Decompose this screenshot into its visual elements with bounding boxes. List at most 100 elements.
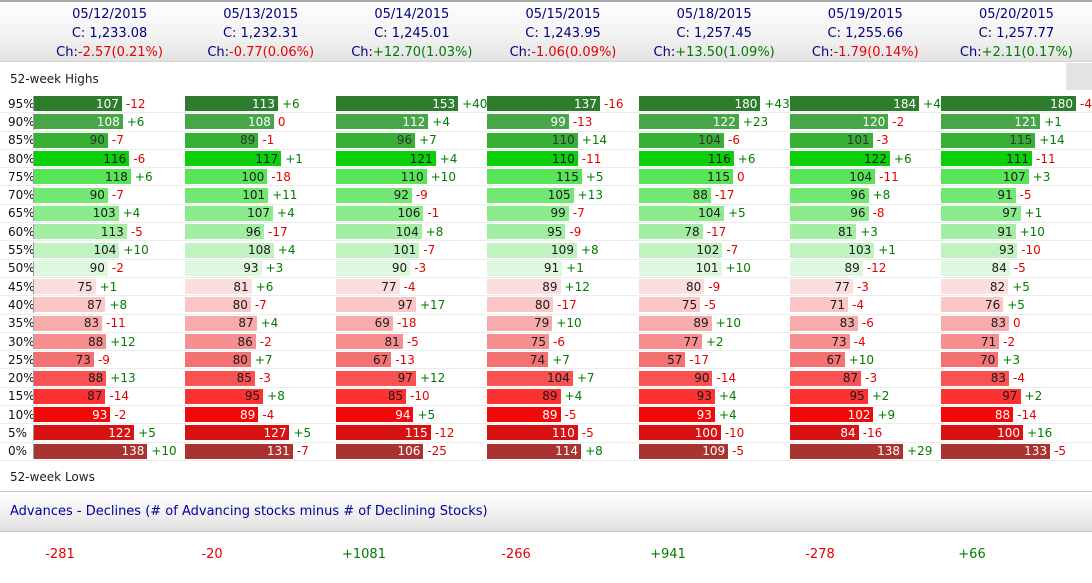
value-bar: 93 bbox=[185, 260, 262, 276]
value-bar: 90 bbox=[34, 187, 108, 203]
bar-value: 101 bbox=[242, 188, 266, 203]
table-cell: 102 -7 bbox=[638, 241, 790, 258]
bar-value: 93 bbox=[696, 407, 712, 422]
change-value: -2 bbox=[1003, 334, 1016, 349]
table-cell: 82 +5 bbox=[940, 278, 1092, 295]
change-value: -14 bbox=[1017, 407, 1037, 422]
change-value: +2 bbox=[871, 389, 890, 404]
value-bar: 87 bbox=[34, 297, 106, 313]
bar-value: 76 bbox=[984, 297, 1001, 312]
bar-value: 103 bbox=[92, 206, 116, 221]
bar-value: 97 bbox=[1002, 389, 1018, 404]
value-bar: 104 bbox=[336, 224, 422, 240]
change-value: -12 bbox=[434, 425, 455, 440]
value-bar: 96 bbox=[789, 205, 869, 221]
change-value: +2 bbox=[1024, 389, 1043, 404]
change-value: +13 bbox=[110, 371, 136, 386]
header-label-spacer bbox=[0, 5, 34, 62]
bar-value: 110 bbox=[551, 133, 575, 148]
value-bar: 101 bbox=[638, 260, 722, 276]
value-bar: 100 bbox=[638, 425, 721, 441]
value-bar: 101 bbox=[789, 132, 873, 148]
change-value: -18 bbox=[271, 169, 291, 184]
row-percent-label: 95% bbox=[0, 95, 35, 112]
table-cell: 131 -7 bbox=[185, 443, 336, 460]
change-value: +43 bbox=[764, 96, 790, 111]
bar-value: 110 bbox=[551, 425, 575, 440]
advances-band: Advances - Declines (# of Advancing stoc… bbox=[0, 490, 1092, 532]
header-column: 05/20/2015 C: 1,257.77 Ch:+2.11(0.17%) bbox=[941, 5, 1092, 62]
table-cell: 91 +10 bbox=[940, 223, 1092, 240]
table-cell: 153 +40 bbox=[336, 95, 487, 112]
bar-value: 138 bbox=[121, 444, 145, 459]
bar-value: 87 bbox=[87, 297, 103, 312]
table-cell: 104 +7 bbox=[487, 369, 638, 386]
change-value: +7 bbox=[419, 133, 437, 148]
bar-value: 114 bbox=[555, 444, 579, 459]
change-label: Ch:-1.06(0.09%) bbox=[487, 43, 638, 62]
bar-value: 75 bbox=[681, 297, 698, 312]
value-bar: 90 bbox=[336, 260, 411, 276]
table-cell: 87 -3 bbox=[789, 369, 941, 386]
bar-value: 89 bbox=[693, 316, 709, 331]
close-label: C: 1,257.77 bbox=[978, 26, 1055, 41]
value-bar: 106 bbox=[336, 443, 424, 459]
table-cell: 88 +12 bbox=[34, 333, 185, 350]
value-bar: 83 bbox=[789, 315, 858, 331]
table-cell: 84 -5 bbox=[940, 260, 1092, 277]
change-value: +4 bbox=[260, 316, 279, 331]
advance-decline-value: +66 bbox=[958, 546, 986, 562]
table-cell: 104 +5 bbox=[638, 205, 790, 222]
bar-value: 115 bbox=[555, 169, 579, 184]
bar-value: 90 bbox=[391, 261, 408, 276]
value-bar: 107 bbox=[185, 205, 274, 221]
table-cell: 67 +10 bbox=[789, 351, 941, 368]
bar-value: 101 bbox=[695, 261, 719, 276]
bar-value: 104 bbox=[698, 206, 721, 221]
date-label: 05/15/2015 bbox=[525, 7, 601, 22]
change-value: +5 bbox=[417, 407, 436, 422]
change-value: -2 bbox=[892, 114, 905, 129]
bar-value: 99 bbox=[550, 114, 566, 129]
value-bar: 180 bbox=[940, 96, 1077, 112]
change-value: -13 bbox=[572, 114, 593, 129]
change-value: -4 bbox=[1013, 371, 1025, 386]
change-value: +10 bbox=[123, 243, 149, 258]
bar-value: 116 bbox=[103, 151, 127, 166]
value-bar: 77 bbox=[638, 334, 702, 349]
value-bar: 73 bbox=[789, 334, 850, 349]
table-cell: 74 +7 bbox=[487, 351, 638, 368]
table-cell: 107 +3 bbox=[940, 168, 1092, 185]
table-cell: 71 -2 bbox=[940, 333, 1092, 350]
row-percent-label: 75% bbox=[0, 168, 35, 185]
table-cell: 87 -14 bbox=[34, 388, 185, 405]
change-value: +1 bbox=[1024, 206, 1043, 221]
change-value: +10 bbox=[725, 261, 751, 276]
value-bar: 87 bbox=[185, 315, 257, 331]
table-row: 95% 107 -12 113 +6 153 +40 137 -16 180 +43 184 +4 180… bbox=[0, 95, 1092, 114]
value-bar: 87 bbox=[34, 388, 106, 404]
header-column: 05/14/2015 C: 1,245.01 Ch:+12.70(1.03%) bbox=[336, 5, 487, 62]
table-cell: 96 +8 bbox=[789, 186, 941, 203]
bar-value: 131 bbox=[266, 444, 290, 459]
change-value: -5 bbox=[1019, 188, 1032, 203]
bar-value: 118 bbox=[105, 169, 128, 184]
table-cell: 95 +8 bbox=[185, 388, 336, 405]
bar-value: 96 bbox=[245, 224, 261, 239]
change-value: +4 bbox=[923, 96, 941, 111]
table-cell: 89 +10 bbox=[638, 315, 790, 332]
table-cell: 90 -3 bbox=[336, 260, 487, 277]
value-bar: 97 bbox=[336, 370, 416, 386]
change-value: -25 bbox=[427, 444, 447, 459]
table-cell: 91 -5 bbox=[940, 186, 1092, 203]
bar-value: 71 bbox=[980, 334, 997, 349]
table-cell: 69 -18 bbox=[336, 315, 487, 332]
bar-value: 99 bbox=[550, 206, 566, 221]
change-value: +10 bbox=[715, 316, 741, 331]
change-label: Ch:+12.70(1.03%) bbox=[336, 43, 487, 62]
change-value: -1 bbox=[427, 206, 440, 221]
bar-value: 67 bbox=[826, 352, 842, 367]
change-value: -5 bbox=[1054, 444, 1067, 459]
table-cell: 89 -4 bbox=[185, 406, 336, 423]
value-bar: 75 bbox=[638, 297, 701, 313]
